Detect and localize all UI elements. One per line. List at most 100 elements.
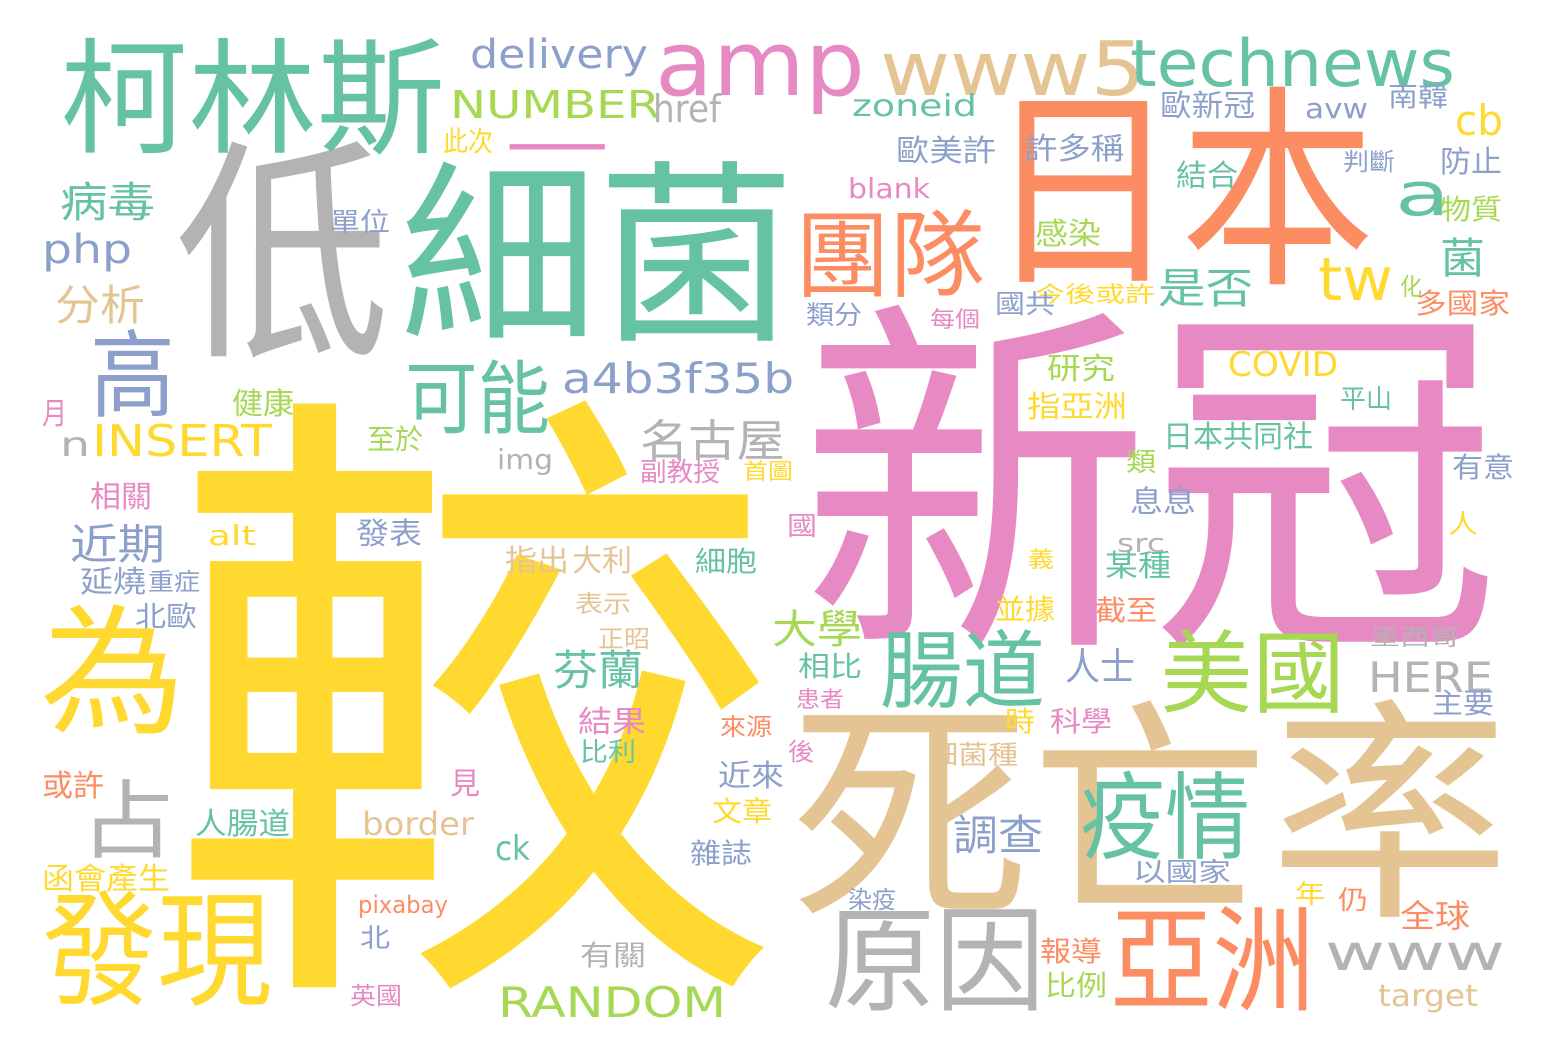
word-58: 單位: [330, 208, 391, 238]
word-covid: COVID: [1228, 345, 1339, 385]
word-52: 許多稱: [1024, 132, 1124, 167]
word-118: 年: [1295, 880, 1326, 910]
word-19: 腸道: [880, 623, 1046, 722]
word-49: 南韓: [1388, 80, 1448, 113]
word-100: 主要: [1432, 687, 1495, 720]
word-68: 平山: [1340, 385, 1393, 415]
word-7: 柯林斯: [60, 28, 446, 173]
word-123: 北: [360, 924, 391, 954]
word-11: 為: [40, 593, 186, 756]
word-delivery: delivery: [470, 32, 648, 78]
word-65: 每個: [930, 308, 981, 333]
word-95: 截至: [1095, 594, 1158, 627]
word-84: 指出: [505, 544, 570, 579]
word-34: 病毒: [60, 178, 156, 227]
word-21: 占: [80, 773, 176, 872]
word-88: 某種: [1105, 549, 1171, 584]
word-13: 原因: [825, 895, 1046, 1029]
word-15: 團隊: [795, 202, 986, 312]
word-63: 國共: [995, 290, 1056, 320]
word-89: 義: [1028, 548, 1055, 573]
word-85: 大利: [572, 544, 632, 579]
word-59: 感染: [1035, 217, 1101, 252]
word-16: 高: [90, 322, 176, 432]
word-54: 判斷: [1343, 148, 1395, 176]
word-127: 英國: [350, 982, 402, 1010]
word-39: 大學: [772, 607, 862, 653]
word-106: 後: [788, 738, 814, 766]
word-a: a: [1395, 160, 1451, 230]
word-17: 美國: [1160, 622, 1346, 727]
word-60: 化: [1400, 273, 1423, 301]
word-82: 國: [787, 512, 818, 542]
word-2: 細菌: [400, 144, 796, 371]
word-cb: cb: [1455, 96, 1504, 145]
word-insert: INSERT: [92, 416, 273, 467]
word-74: 副教授: [640, 458, 721, 488]
word-72: 日本共同社: [1163, 420, 1313, 455]
word-107: 細菌種: [928, 741, 1019, 771]
word-109: 近來: [718, 759, 784, 794]
word-66: 研究: [1047, 352, 1115, 387]
word-www5: www5: [880, 25, 1146, 113]
word-51: 歐美許: [896, 134, 996, 169]
word-37: 是否: [1158, 264, 1254, 313]
word-120: 染疫: [848, 886, 896, 914]
word-101: 結果: [578, 705, 646, 740]
word-79: 息息: [1130, 485, 1196, 520]
word-blank: blank: [848, 172, 930, 205]
word-71: 至於: [367, 423, 424, 456]
word-here: HERE: [1368, 653, 1494, 702]
word-125: 報導: [1040, 935, 1103, 968]
word-12: 發現: [42, 880, 272, 1025]
word-47: 歐新冠: [1160, 89, 1256, 124]
word-92: 北歐: [135, 600, 198, 633]
word-img: img: [497, 443, 553, 476]
word-ck: ck: [495, 829, 531, 869]
word-4: 日本: [985, 67, 1376, 318]
word-36: 分析: [55, 281, 145, 330]
word-104: 科學: [1050, 705, 1113, 738]
word-number: NUMBER: [450, 83, 661, 127]
word-121: 全球: [1400, 897, 1471, 935]
word-81: 發表: [356, 517, 422, 552]
word-href: href: [653, 87, 722, 131]
word-www: www: [1325, 924, 1505, 982]
word-php: php: [42, 227, 132, 273]
word-border: border: [362, 805, 474, 843]
word-76: 有意: [1452, 451, 1515, 484]
word-tw: tw: [1318, 245, 1394, 315]
word-98: 相比: [798, 650, 863, 683]
word-90: 延燒: [80, 565, 146, 600]
word-38: 近期: [70, 520, 166, 569]
word-src: src: [1117, 529, 1166, 559]
word-14: 亞洲: [1110, 895, 1315, 1029]
word-40: 芬蘭: [553, 646, 643, 695]
word-pixabay: pixabay: [358, 891, 449, 919]
word-53: 防止: [1440, 145, 1502, 180]
word-77: 類: [1126, 448, 1157, 478]
word-94: 並據: [995, 593, 1055, 626]
word-technews: technews: [1130, 27, 1455, 102]
word-50: 此次: [443, 125, 494, 158]
word-83: 人: [1448, 510, 1479, 540]
word-45: 菌: [1440, 234, 1485, 283]
word-64: 多國家: [1415, 287, 1511, 320]
word-amp: amp: [655, 12, 865, 117]
word-99: 患者: [796, 688, 845, 713]
word-20: 可能: [405, 353, 550, 446]
word-69: 月: [42, 397, 67, 432]
word-93: 表示: [575, 590, 632, 618]
word-61: 今後或許: [1035, 283, 1156, 308]
word-86: 細胞: [695, 545, 758, 578]
word-18: 疫情: [1080, 764, 1251, 874]
word-70: 健康: [232, 387, 294, 422]
word-112: 人腸道: [195, 807, 291, 842]
word-124: 有關: [580, 939, 647, 972]
word-62: 類分: [806, 301, 863, 331]
word-55: 結合: [1176, 159, 1238, 194]
word-78: 相關: [90, 480, 152, 515]
word-41: 人士: [1065, 645, 1136, 689]
word-42: 調查: [953, 811, 1043, 860]
word-n: n: [60, 425, 91, 465]
